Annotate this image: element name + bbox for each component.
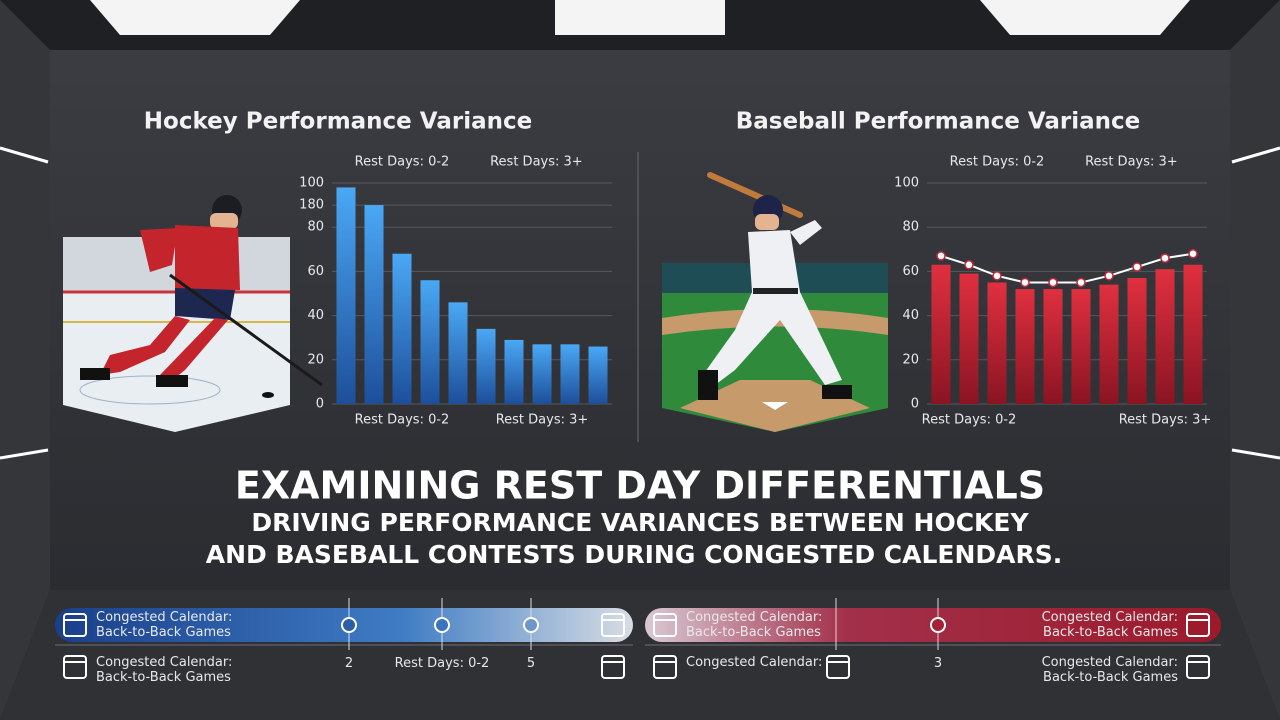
calendar-icon	[1186, 655, 1210, 679]
subheadline: DRIVING PERFORMANCE VARIANCES BETWEEN HO…	[251, 508, 1029, 537]
bar	[1071, 289, 1091, 404]
x-tick-label: Rest Days: 0-2	[355, 413, 450, 428]
wall-light	[0, 146, 49, 164]
bar	[476, 328, 496, 404]
ceiling-light	[980, 0, 1190, 35]
right-wall	[1230, 0, 1280, 720]
calendar-icon	[653, 655, 677, 679]
timeline-label: Congested Calendar: Back-to-Back Games	[96, 655, 233, 685]
ceiling-light	[90, 0, 300, 35]
x-tick-label: Rest Days: 0-2	[922, 413, 1017, 428]
subheadline: AND BASEBALL CONTESTS DURING CONGESTED C…	[206, 540, 1063, 569]
legend-label: Rest Days: 3+	[490, 155, 583, 170]
calendar-icon	[653, 613, 677, 637]
legend-label: Rest Days: 3+	[1085, 155, 1178, 170]
line	[940, 252, 1194, 284]
timeline-label: Congested Calendar: Back-to-Back Games	[96, 610, 233, 640]
bar	[1183, 264, 1203, 404]
timeline-left	[55, 598, 633, 650]
legend-label: Rest Days: 0-2	[355, 155, 450, 170]
y-tick-label: 0	[316, 397, 324, 412]
bar	[1015, 289, 1035, 404]
bar	[1099, 284, 1119, 404]
y-tick-label: 60	[902, 264, 919, 279]
bar	[364, 205, 384, 404]
bar	[420, 280, 440, 404]
timeline-label: 2	[344, 656, 354, 671]
line-point	[1020, 277, 1030, 288]
bar	[560, 344, 580, 404]
y-tick-label: 80	[902, 220, 919, 235]
baseball-illustration	[662, 172, 888, 432]
bar	[1155, 269, 1175, 404]
line-point	[1132, 262, 1142, 272]
line-point	[1160, 253, 1170, 263]
bar	[588, 346, 608, 404]
timeline-right	[645, 598, 1221, 650]
calendar-icons	[63, 613, 1210, 679]
bar	[987, 282, 1007, 404]
x-tick-label: Rest Days: 3+	[1119, 413, 1212, 428]
hockey-illustration	[63, 195, 323, 432]
line-point	[1188, 248, 1198, 259]
line-point	[992, 271, 1002, 281]
y-tick-label: 60	[307, 264, 324, 279]
chart-title: Baseball Performance Variance	[736, 109, 1141, 135]
bar	[959, 273, 979, 404]
y-tick-label: 20	[307, 352, 324, 367]
calendar-icon	[826, 655, 850, 679]
bar	[504, 339, 524, 404]
x-tick-label: Rest Days: 3+	[496, 413, 589, 428]
y-tick-label: 100	[299, 176, 324, 191]
y-tick-label: 40	[902, 308, 919, 323]
timeline-label: 3	[933, 656, 943, 671]
wall-light	[1231, 146, 1280, 164]
calendar-icon	[63, 613, 87, 637]
bar	[448, 302, 468, 404]
bar	[931, 264, 951, 404]
y-tick-label: 180	[299, 198, 324, 213]
timeline-label: Congested Calendar: Back-to-Back Games	[686, 610, 823, 640]
y-tick-label: 0	[911, 397, 919, 412]
timeline-label: Congested Calendar: Back-to-Back Games	[1041, 655, 1178, 685]
y-tick-label: 20	[902, 352, 919, 367]
timeline-label: Rest Days: 0-2	[394, 656, 490, 671]
timeline-label: Congested Calendar:	[686, 655, 823, 670]
line-point	[1104, 271, 1114, 281]
calendar-icon	[1186, 613, 1210, 637]
wall-light	[1231, 448, 1280, 460]
timeline-label: 5	[526, 656, 536, 671]
y-tick-label: 40	[307, 308, 324, 323]
bar	[392, 253, 412, 404]
calendar-icon	[63, 655, 87, 679]
y-tick-label: 100	[894, 176, 919, 191]
line-point	[936, 251, 946, 261]
calendar-icon	[601, 655, 625, 679]
bar	[336, 187, 356, 404]
timeline-label: Congested Calendar: Back-to-Back Games	[1041, 610, 1178, 640]
left-wall	[0, 0, 50, 720]
line-point	[964, 260, 974, 270]
bar	[1043, 289, 1063, 404]
ceiling-light	[555, 0, 725, 35]
chart-title: Hockey Performance Variance	[144, 109, 532, 135]
line-point	[1076, 277, 1086, 288]
bar	[1127, 278, 1147, 404]
legend-label: Rest Days: 0-2	[950, 155, 1045, 170]
y-tick-label: 80	[307, 220, 324, 235]
wall-light	[0, 448, 49, 460]
headline: EXAMINING REST DAY DIFFERENTIALS	[235, 464, 1045, 508]
calendar-icon	[601, 613, 625, 637]
bar	[532, 344, 552, 404]
line-point	[1048, 277, 1058, 288]
